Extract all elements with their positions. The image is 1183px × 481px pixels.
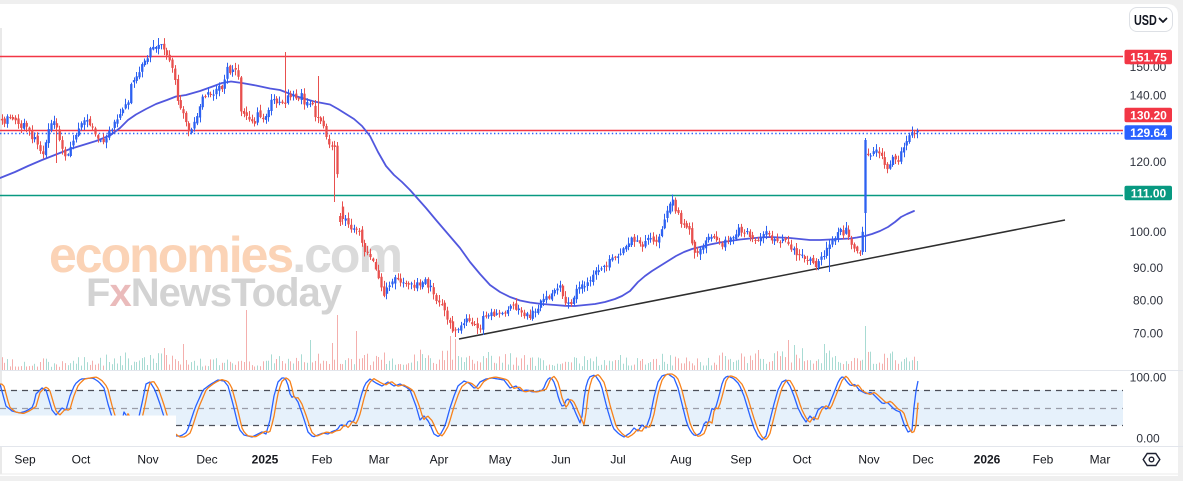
svg-text:80.00: 80.00 — [1133, 294, 1163, 308]
svg-text:100.00: 100.00 — [1130, 371, 1167, 385]
svg-text:120.00: 120.00 — [1130, 155, 1167, 169]
svg-text:Jun: Jun — [551, 453, 570, 467]
svg-text:90.00: 90.00 — [1133, 261, 1163, 275]
svg-text:Aug: Aug — [670, 453, 691, 467]
svg-text:0.00: 0.00 — [1136, 432, 1160, 446]
svg-text:151.75: 151.75 — [1130, 50, 1167, 64]
svg-text:Apr: Apr — [430, 453, 449, 467]
svg-text:Sep: Sep — [730, 453, 752, 467]
svg-text:111.00: 111.00 — [1131, 186, 1167, 200]
svg-text:100.00: 100.00 — [1130, 225, 1167, 239]
svg-text:Sep: Sep — [14, 453, 36, 467]
svg-text:Oct: Oct — [793, 453, 812, 467]
svg-text:Nov: Nov — [137, 453, 158, 467]
svg-text:130.20: 130.20 — [1130, 108, 1167, 122]
svg-text:2026: 2026 — [974, 453, 1001, 467]
svg-text:FxNewsToday: FxNewsToday — [86, 271, 343, 315]
svg-text:Nov: Nov — [858, 453, 879, 467]
svg-text:Oct: Oct — [72, 453, 91, 467]
svg-text:2025: 2025 — [252, 453, 279, 467]
svg-text:Dec: Dec — [912, 453, 933, 467]
svg-text:Mar: Mar — [369, 453, 390, 467]
svg-text:Jul: Jul — [610, 453, 625, 467]
svg-text:economies.com: economies.com — [49, 227, 401, 283]
svg-text:Mar: Mar — [1090, 453, 1111, 467]
svg-text:Dec: Dec — [196, 453, 217, 467]
svg-text:Feb: Feb — [312, 453, 333, 467]
svg-text:140.00: 140.00 — [1130, 89, 1167, 103]
svg-text:129.64: 129.64 — [1130, 126, 1167, 140]
svg-text:Feb: Feb — [1033, 453, 1054, 467]
svg-text:May: May — [489, 453, 512, 467]
svg-text:70.00: 70.00 — [1133, 327, 1163, 341]
